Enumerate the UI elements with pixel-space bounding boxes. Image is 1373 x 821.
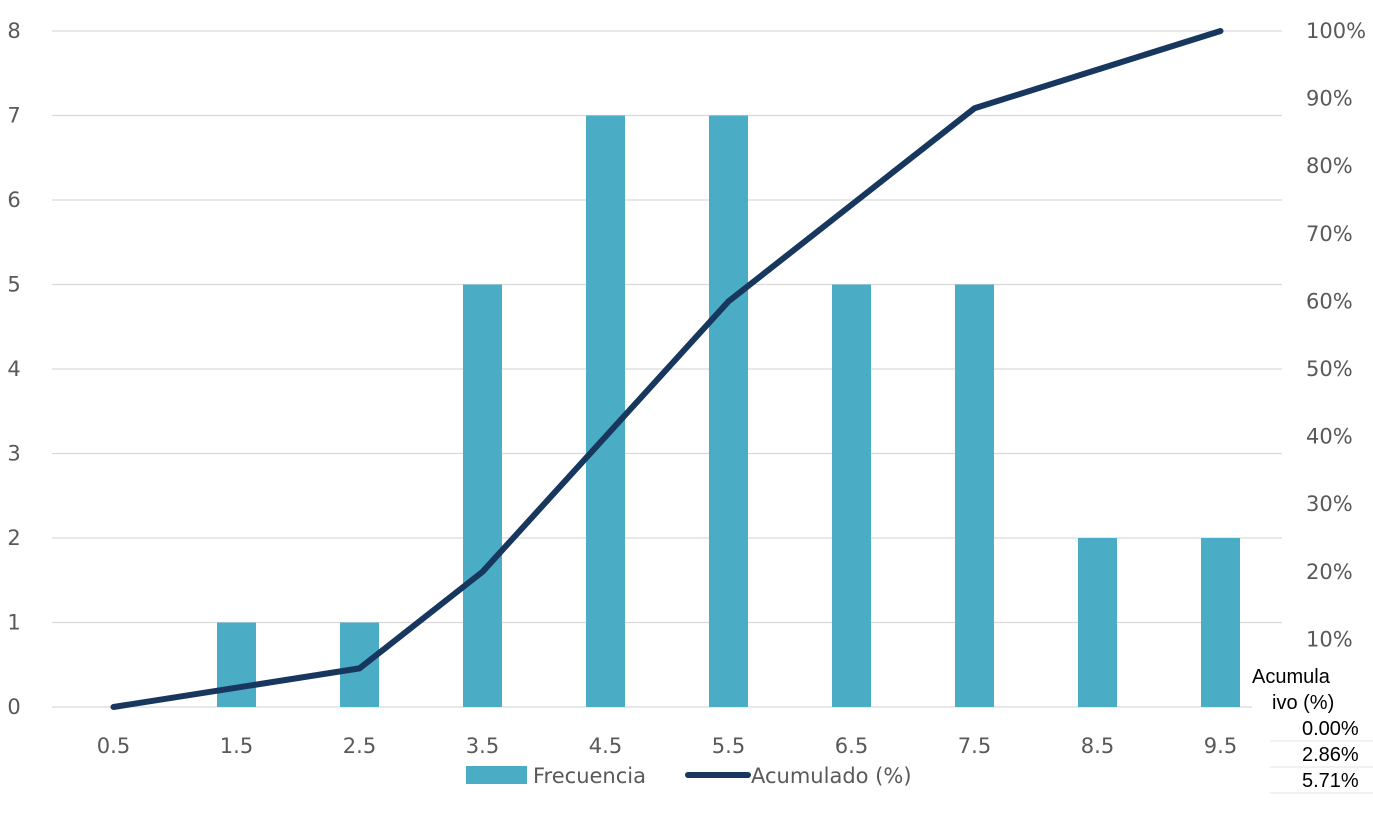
y-left-tick-label: 3 <box>7 442 20 466</box>
y-right-tick-label: 30% <box>1306 492 1353 516</box>
x-tick-label: 5.5 <box>712 734 745 758</box>
y-left-tick-label: 2 <box>7 526 20 550</box>
y-left-tick-label: 1 <box>7 611 20 635</box>
table-cell: 2.86% <box>1270 742 1373 768</box>
table-header: Acumula ivo (%) <box>1252 664 1373 716</box>
x-axis: 0.5 1.5 2.5 3.5 4.5 5.5 6.5 7.5 8.5 9.5 <box>97 734 1237 758</box>
legend-label-acumulado: Acumulado (%) <box>751 764 912 788</box>
frecuencia-bars <box>217 115 1240 707</box>
y-right-tick-label: 40% <box>1306 425 1353 449</box>
x-tick-label: 7.5 <box>958 734 991 758</box>
y-right-tick-label: 10% <box>1306 627 1353 651</box>
bar-frecuencia <box>586 115 625 707</box>
y-right-tick-label: 90% <box>1306 87 1353 111</box>
x-tick-label: 9.5 <box>1204 734 1237 758</box>
table-cell: 0.00% <box>1270 716 1373 742</box>
x-tick-label: 3.5 <box>466 734 499 758</box>
y-left-tick-label: 4 <box>7 357 20 381</box>
table-cell: 5.71% <box>1270 768 1373 794</box>
y-left-tick-label: 6 <box>7 188 20 212</box>
y-axis-left: 0 1 2 3 4 5 6 7 8 <box>7 19 20 719</box>
y-right-tick-label: 70% <box>1306 222 1353 246</box>
bar-frecuencia <box>463 284 502 707</box>
table-cells: 0.00% 2.86% 5.71% <box>1270 716 1373 794</box>
bar-frecuencia <box>709 115 748 707</box>
table-header-line-1: Acumula <box>1252 666 1330 688</box>
legend-label-frecuencia: Frecuencia <box>533 764 646 788</box>
bar-frecuencia <box>1078 538 1117 707</box>
y-right-tick-label: 100% <box>1306 19 1366 43</box>
line-acumulado <box>110 28 1224 710</box>
y-left-tick-label: 7 <box>7 104 20 128</box>
bar-frecuencia <box>955 284 994 707</box>
x-tick-label: 0.5 <box>97 734 130 758</box>
y-right-tick-label: 60% <box>1306 289 1353 313</box>
legend-swatch-frecuencia <box>466 766 527 784</box>
table-header-line-2: ivo (%) <box>1272 692 1335 714</box>
cumulative-table-fragment: Acumula ivo (%) 0.00% 2.86% 5.71% <box>1252 664 1373 821</box>
y-right-tick-label: 50% <box>1306 357 1353 381</box>
x-tick-label: 8.5 <box>1081 734 1114 758</box>
x-tick-label: 2.5 <box>343 734 376 758</box>
x-tick-label: 4.5 <box>589 734 622 758</box>
bar-frecuencia <box>217 622 256 707</box>
x-tick-label: 1.5 <box>220 734 253 758</box>
y-left-tick-label: 5 <box>7 273 20 297</box>
bar-frecuencia <box>832 284 871 707</box>
y-right-tick-label: 20% <box>1306 560 1353 584</box>
y-left-tick-label: 8 <box>7 19 20 43</box>
x-tick-label: 6.5 <box>835 734 868 758</box>
legend: Frecuencia Acumulado (%) <box>466 764 912 788</box>
bar-frecuencia <box>1201 538 1240 707</box>
y-right-tick-label: 80% <box>1306 154 1353 178</box>
y-left-tick-label: 0 <box>7 695 20 719</box>
acumulado-line-series <box>110 28 1224 710</box>
y-axis-right: 10% 20% 30% 40% 50% 60% 70% 80% 90% 100% <box>1306 19 1366 651</box>
